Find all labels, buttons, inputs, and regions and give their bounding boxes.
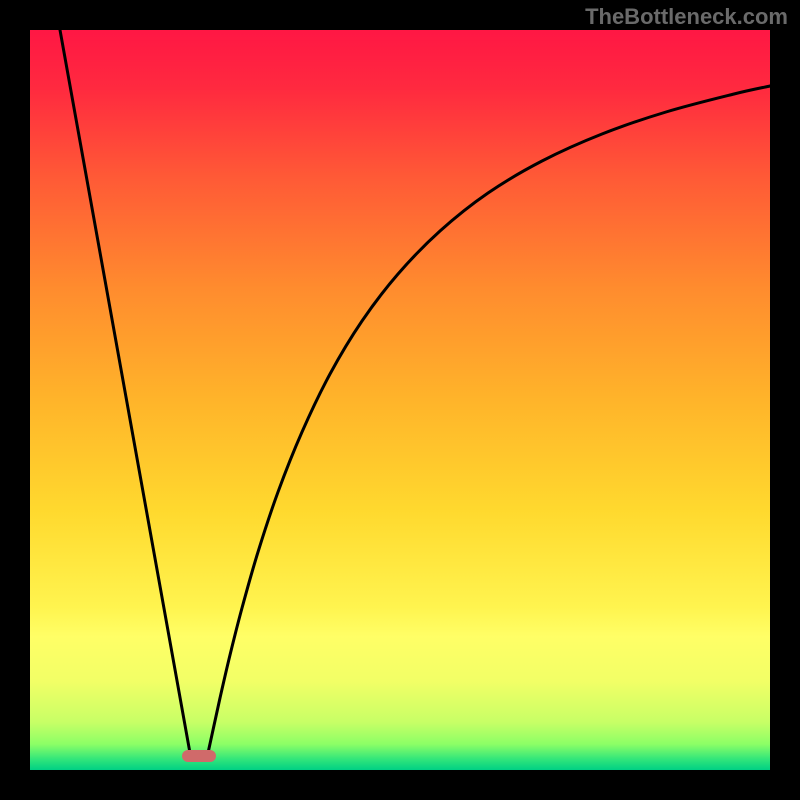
figure-frame: TheBottleneck.com xyxy=(0,0,800,800)
chart-svg xyxy=(0,0,800,800)
watermark-text: TheBottleneck.com xyxy=(585,4,788,30)
optimum-marker xyxy=(182,750,216,762)
plot-background xyxy=(30,30,770,770)
